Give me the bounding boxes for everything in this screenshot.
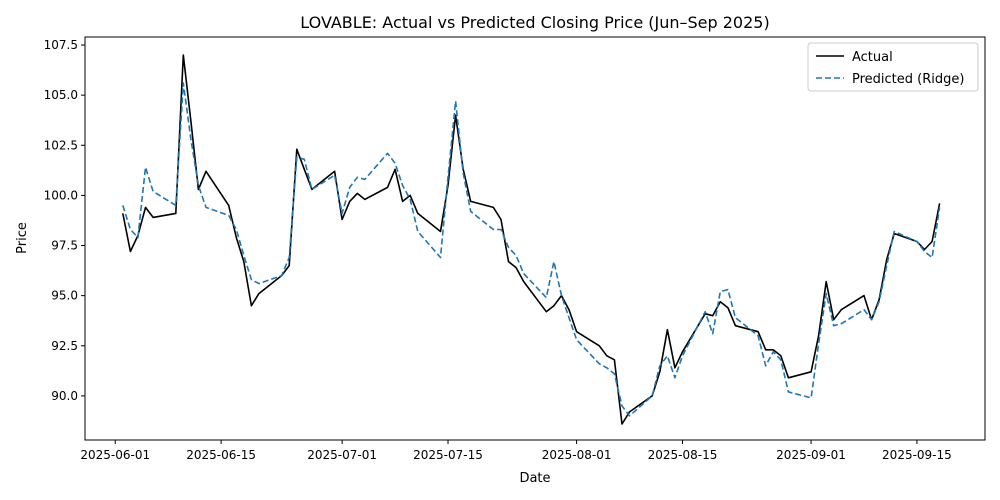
x-tick-label: 2025-07-01: [307, 448, 377, 462]
series-line-actual: [122, 54, 941, 425]
x-tick-label: 2025-09-15: [882, 448, 952, 462]
y-tick-label: 95.0: [51, 289, 78, 303]
series-line-predicted: [122, 82, 941, 417]
x-axis: 2025-06-01 2025-06-15 2025-07-01 2025-07-15…: [80, 440, 952, 462]
y-tick-label: 102.5: [44, 138, 78, 152]
y-tick-label: 105.0: [44, 88, 78, 102]
x-tick-label: 2025-09-01: [776, 448, 846, 462]
x-axis-label: Date: [519, 471, 550, 486]
y-tick-label: 92.5: [51, 339, 78, 353]
y-tick-label: 97.5: [51, 239, 78, 253]
y-axis: 90.0 92.5 95.0 97.5 100.0 102.5 105.0 107.5: [44, 38, 85, 403]
legend-label: Predicted (Ridge): [852, 72, 964, 87]
series-layer: [122, 54, 941, 425]
legend: Actual Predicted (Ridge): [807, 42, 979, 92]
legend-label: Actual: [852, 50, 893, 65]
x-tick-label: 2025-07-15: [413, 448, 483, 462]
chart-title: LOVABLE: Actual vs Predicted Closing Pri…: [300, 13, 769, 32]
x-tick-label: 2025-06-01: [80, 448, 150, 462]
y-tick-label: 100.0: [44, 188, 78, 202]
plot-frame: [84, 36, 986, 441]
legend-box: [807, 42, 979, 92]
x-tick-label: 2025-06-15: [186, 448, 256, 462]
y-tick-label: 107.5: [44, 38, 78, 52]
y-tick-label: 90.0: [51, 389, 78, 403]
x-tick-label: 2025-08-15: [648, 448, 718, 462]
x-tick-label: 2025-08-01: [542, 448, 612, 462]
y-axis-label: Price: [15, 222, 30, 254]
